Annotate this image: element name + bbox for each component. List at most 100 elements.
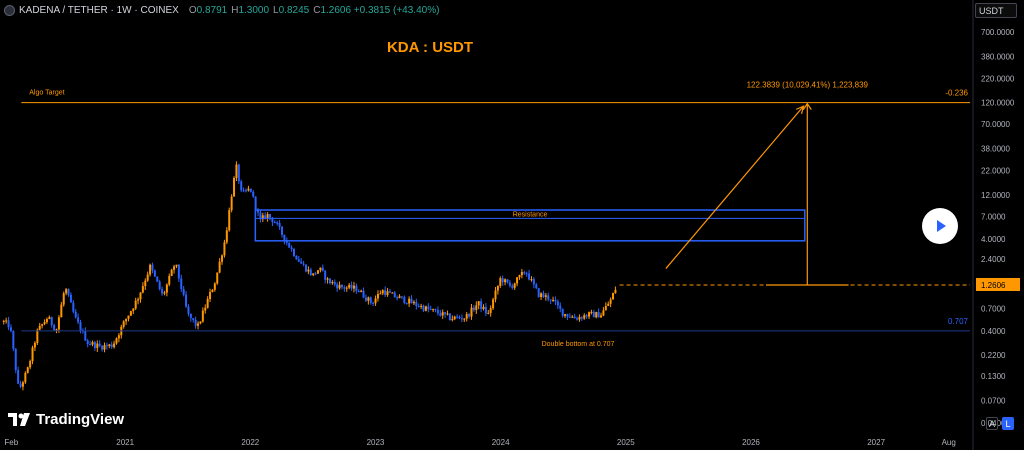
candle-body [480,301,483,310]
candle-body [597,312,600,318]
candle-body [556,301,559,306]
candle-body [540,293,543,298]
candle-body [580,317,583,319]
candle-body [182,289,185,295]
candle-body [391,292,394,294]
algo-target-label: Algo Target [29,90,64,97]
candle-body [417,305,420,307]
ohlc-low-value: 0.8245 [278,4,310,16]
price-tick-label: 0.0700 [981,397,1006,406]
candle-body [420,305,423,307]
candle-body [523,272,526,274]
candle-body [189,313,192,319]
candle-body [609,299,612,304]
candle-body [33,342,36,348]
candle-body [115,338,118,344]
candle-body [19,383,22,387]
candle-body [242,190,245,192]
log-scale-button[interactable]: L [1002,417,1014,430]
candle-body [91,342,94,345]
candle-body [360,290,363,292]
candle-body [333,282,336,285]
candle-body [326,278,329,280]
ohlc-close-value: 1.2606 +0.3815 (+43.40%) [320,4,440,16]
candle-body [528,273,531,280]
candle-body [69,294,72,303]
drawing-overlays: Algo Target -0.236 Double bottom at 0.707 0… [21,81,970,348]
candle-body [185,294,188,307]
candle-body [501,278,504,283]
time-tick-label: Aug [942,438,956,447]
candle-body [463,318,466,320]
price-tick-label: 0.1300 [981,372,1006,381]
price-tick-label: 4.0000 [981,235,1006,244]
candle-body [156,276,159,282]
candle-body [576,318,579,320]
candle-body [441,312,444,316]
replay-button[interactable] [922,208,958,244]
price-tick-label: 22.0000 [981,167,1010,176]
candle-body [520,272,523,276]
time-tick-label: 2026 [742,438,760,447]
candle-body [223,242,226,256]
candle-body [9,327,12,332]
candle-body [571,316,574,318]
forecast-arrow[interactable] [665,105,804,269]
candle-body [45,319,48,323]
candle-body [374,298,377,304]
candle-body [396,297,399,299]
candle-body [561,308,564,316]
candle-body [259,212,262,220]
ohlc-high-value: 1.3000 [238,4,270,16]
candle-body [134,300,137,309]
candle-body [364,297,367,301]
candle-body [144,280,147,287]
candle-body [408,298,411,304]
candle-body [192,318,195,320]
candle-body [5,320,8,322]
candle-body [508,282,511,286]
candle-body [475,305,478,311]
candle-body [261,215,264,220]
candle-body [412,301,415,304]
projection-label: 122.3839 (10,029.41%) 1,223,839 [747,81,869,90]
candle-body [218,261,221,273]
candle-body [153,270,156,277]
currency-selector[interactable]: USDT [975,3,1017,18]
candle-body [290,247,293,250]
coin-icon [4,4,15,16]
candle-body [225,230,228,243]
candle-body [93,342,96,349]
candle-body [487,312,490,314]
symbol-title[interactable]: KADENA / TETHER · 1W · COINEX [19,4,179,16]
candle-body [350,284,353,289]
candle-body [309,269,312,276]
time-tick-label: 2027 [867,438,885,447]
candle-body [254,196,257,211]
candle-body [36,329,39,343]
candle-body [573,316,576,319]
candle-body [79,322,82,331]
price-tick-label: 700.0000 [981,28,1015,37]
candle-body [470,307,473,317]
candle-body [98,343,101,346]
candle-body [216,272,219,284]
tradingview-logo[interactable]: TradingView [8,411,124,428]
candle-body [273,222,276,224]
price-tick-label: 0.0400 [981,419,1006,428]
candle-body [403,296,406,303]
time-axis: Feb 2021 2022 2023 2024 2025 2026 2027 Aug [4,438,955,447]
candle-body [7,320,10,328]
candle-body [295,255,298,260]
candle-body [472,307,475,311]
auto-scale-button[interactable]: A [986,417,998,430]
candle-body [386,291,389,296]
candle-body [285,240,288,243]
candle-body [41,324,44,326]
candle-body [590,311,593,313]
candle-body [247,188,250,191]
candle-body [393,292,396,298]
resistance-zone[interactable] [254,209,806,242]
candle-body [233,177,236,197]
